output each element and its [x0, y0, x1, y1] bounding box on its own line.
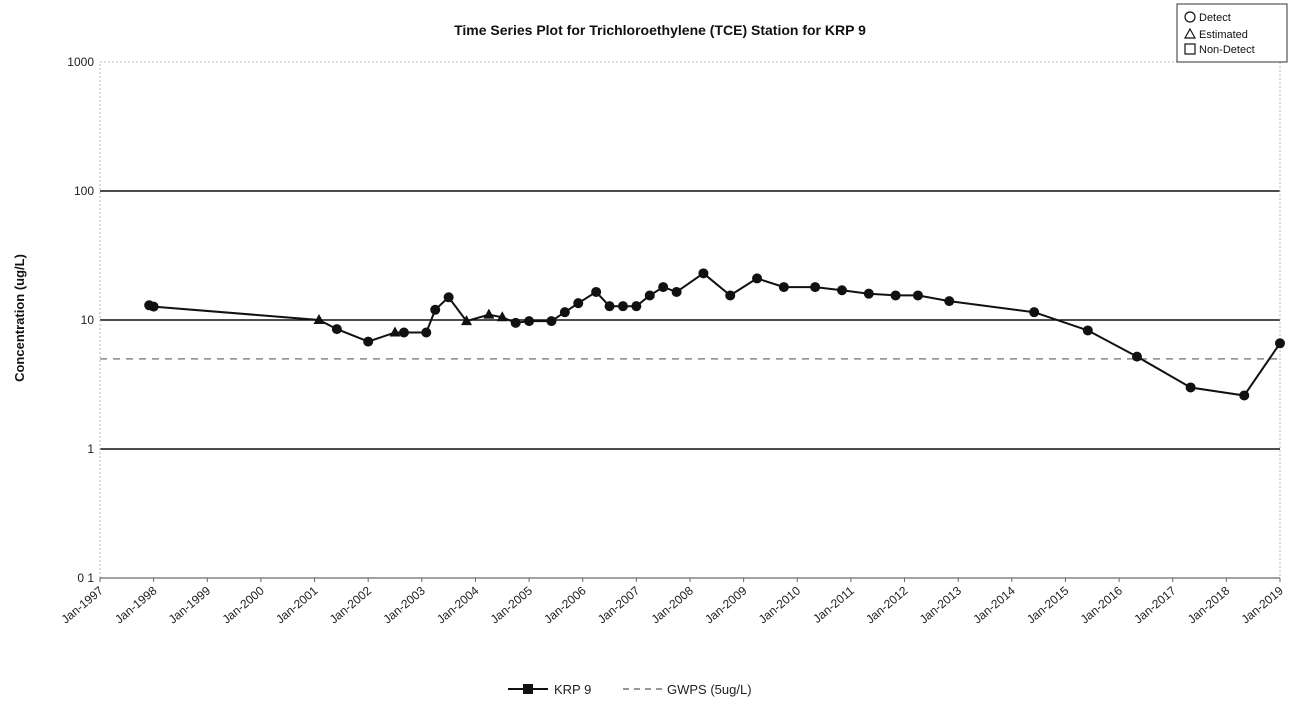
data-point-detect	[810, 282, 821, 293]
data-point-detect	[148, 301, 159, 312]
data-point-detect	[1275, 338, 1285, 349]
data-point-detect	[573, 298, 584, 309]
data-point-detect	[398, 327, 409, 338]
data-point-detect	[591, 286, 602, 297]
data-point-estimated	[496, 311, 508, 322]
data-point-detect	[912, 290, 923, 301]
data-point-detect	[546, 316, 557, 327]
series-legend: KRP 9 GWPS (5ug/L)	[508, 682, 752, 697]
data-point-detect	[510, 317, 521, 328]
data-point-detect	[1239, 390, 1250, 401]
y-tick-labels: 0 1 1 10 100 1000	[67, 55, 94, 585]
data-markers	[144, 268, 1285, 401]
data-point-detect	[604, 301, 615, 312]
y-tick-label: 100	[74, 184, 94, 198]
data-point-detect	[658, 282, 669, 293]
gridlines	[100, 190, 1280, 450]
data-point-estimated	[389, 326, 401, 337]
legend-gwps-label: GWPS (5ug/L)	[667, 682, 752, 697]
data-point-detect	[559, 307, 570, 318]
data-point-detect	[331, 324, 342, 335]
data-point-estimated	[483, 308, 495, 319]
data-point-estimated	[313, 314, 325, 324]
data-point-detect	[1082, 325, 1093, 336]
data-point-detect	[1185, 382, 1196, 393]
axes	[99, 61, 1281, 582]
data-point-detect	[617, 301, 628, 312]
legend-krp9-label: KRP 9	[554, 682, 591, 697]
y-axis-label: Concentration (ug/L)	[12, 254, 27, 382]
estimated-triangle-icon	[1183, 27, 1197, 39]
symbol-key-frame	[1176, 3, 1288, 63]
data-point-detect	[698, 268, 709, 279]
data-point-detect	[778, 282, 789, 293]
detect-circle-icon	[1184, 11, 1196, 23]
chart-title: Time Series Plot for Trichloroethylene (…	[454, 22, 866, 38]
y-tick-label: 10	[81, 313, 95, 327]
data-point-detect	[524, 316, 535, 327]
data-point-detect	[863, 288, 874, 299]
key-label-estimated: Estimated	[1199, 29, 1248, 41]
data-point-detect	[644, 290, 655, 301]
data-point-detect	[671, 286, 682, 297]
data-point-detect	[421, 327, 432, 338]
data-point-detect	[1131, 351, 1142, 362]
symbol-key: Detect Estimated Non-Detect	[1176, 3, 1288, 63]
data-point-detect	[430, 304, 441, 315]
data-point-detect	[752, 273, 763, 284]
y-tick-label: 1000	[67, 55, 94, 69]
data-point-estimated	[461, 315, 473, 326]
y-tick-label: 0 1	[77, 571, 94, 585]
y-tick-label: 1	[87, 442, 94, 456]
data-point-detect	[836, 285, 847, 296]
data-point-detect	[443, 292, 454, 303]
data-point-detect	[944, 296, 955, 307]
data-point-detect	[725, 290, 736, 301]
data-point-detect	[363, 336, 374, 347]
legend-krp9-square-icon	[523, 684, 533, 694]
key-label-detect: Detect	[1199, 12, 1231, 24]
key-label-non-detect: Non-Detect	[1199, 44, 1255, 56]
data-point-detect	[1029, 307, 1040, 318]
data-point-detect	[890, 290, 901, 301]
data-point-detect	[631, 301, 642, 312]
non-detect-square-icon	[1184, 43, 1196, 55]
